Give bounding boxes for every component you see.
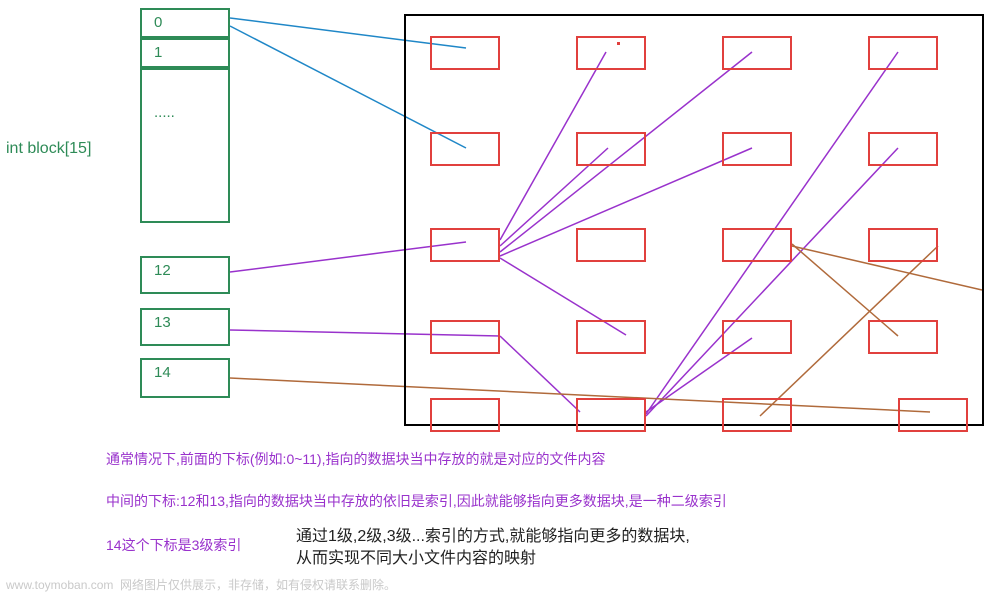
stray-dot — [617, 42, 620, 45]
data-block — [722, 36, 792, 70]
data-block — [576, 132, 646, 166]
array-cell: 13 — [140, 308, 230, 346]
data-block — [898, 398, 968, 432]
data-block — [722, 398, 792, 432]
array-cell: 12 — [140, 256, 230, 294]
array-cell-label: 13 — [154, 314, 171, 331]
data-block — [868, 36, 938, 70]
array-cell-label: 12 — [154, 262, 171, 279]
explanation-line: 14这个下标是3级索引 — [106, 536, 241, 556]
data-block — [868, 228, 938, 262]
array-cell-label: 1 — [154, 44, 162, 61]
array-cell: 0 — [140, 8, 230, 38]
array-cell-label: 14 — [154, 364, 171, 381]
array-declaration-label: int block[15] — [6, 140, 91, 158]
data-block — [722, 320, 792, 354]
data-block — [576, 36, 646, 70]
data-block — [430, 228, 500, 262]
data-block — [430, 132, 500, 166]
array-cell-label: ..... — [154, 104, 175, 121]
data-block-region — [404, 14, 984, 426]
explanation-line: 中间的下标:12和13,指向的数据块当中存放的依旧是索引,因此就能够指向更多数据… — [106, 492, 727, 512]
data-block — [430, 36, 500, 70]
explanation-line: 通过1级,2级,3级...索引的方式,就能够指向更多的数据块, 从而实现不同大小… — [296, 526, 690, 571]
data-block — [722, 228, 792, 262]
array-cell: ..... — [140, 68, 230, 223]
array-cell: 1 — [140, 38, 230, 68]
explanation-line: 通常情况下,前面的下标(例如:0~11),指向的数据块当中存放的就是对应的文件内… — [106, 450, 606, 470]
watermark-text: 网络图片仅供展示，非存储，如有侵权请联系删除。 — [113, 578, 396, 592]
data-block — [868, 132, 938, 166]
data-block — [576, 320, 646, 354]
data-block — [576, 398, 646, 432]
data-block — [430, 320, 500, 354]
data-block — [430, 398, 500, 432]
watermark: www.toymoban.com 网络图片仅供展示，非存储，如有侵权请联系删除。 — [6, 576, 396, 593]
array-cell-label: 0 — [154, 14, 162, 31]
data-block — [576, 228, 646, 262]
data-block — [722, 132, 792, 166]
data-block — [868, 320, 938, 354]
array-cell: 14 — [140, 358, 230, 398]
watermark-domain: www.toymoban.com — [6, 578, 113, 592]
